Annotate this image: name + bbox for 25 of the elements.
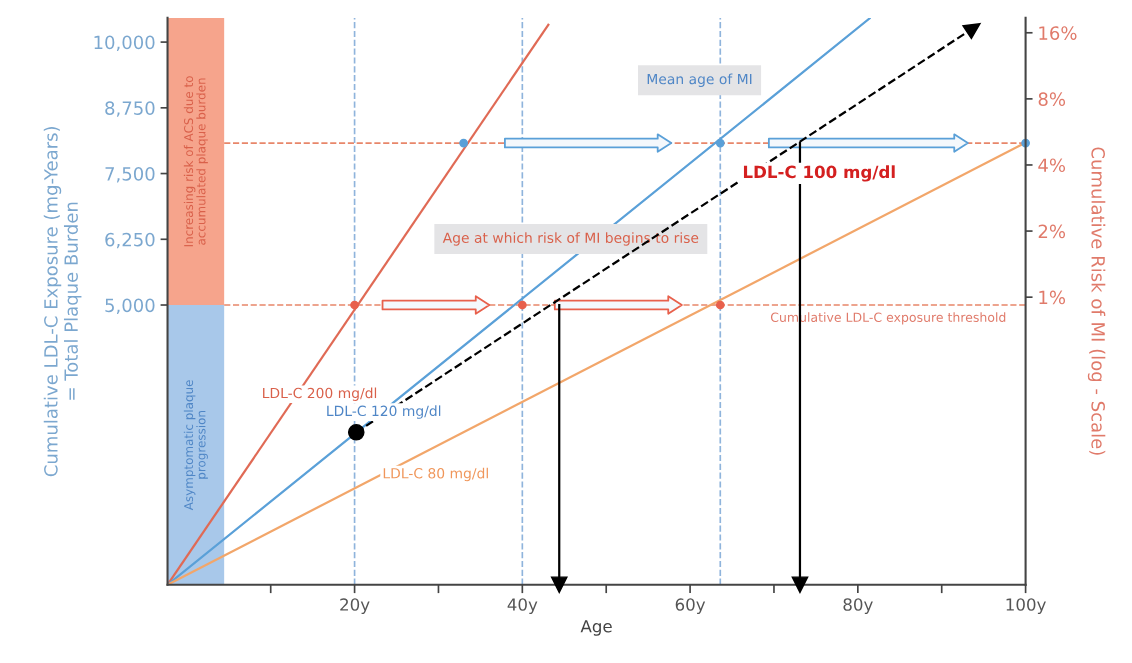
y-axis-title: Cumulative LDL-C Exposure (mg-Years) = Total Plaque Burden (43, 126, 82, 477)
x-tick-label: 40y (507, 598, 538, 615)
y-tick-label: 8,750 (105, 101, 155, 117)
y-tick-label: 7,500 (105, 167, 155, 183)
y-tick-label: 6,250 (105, 232, 155, 249)
annotation: Mean age of MI (647, 73, 752, 87)
series-label: LDL-C 200 mg/dl (263, 387, 377, 401)
x-tick-label: 20y (340, 598, 370, 615)
y2-tick-label: 8% (1038, 92, 1066, 106)
x-tick-label: 60y (675, 598, 706, 615)
y2-tick-label: 2% (1038, 224, 1066, 239)
y2-tick-label: 1% (1039, 290, 1066, 305)
y-tick-label: 5,000 (105, 298, 155, 314)
y2-tick-label: 4% (1038, 158, 1066, 173)
y2-tick-label: 16% (1039, 26, 1077, 40)
band-label: Asymptomatic plaque progression (183, 380, 208, 511)
x-tick-label: 100y (1006, 598, 1046, 615)
y-tick-label: 10,000 (94, 35, 155, 52)
x-axis-title: Age (580, 620, 612, 636)
series-label: LDL-C 120 mg/dl (327, 405, 441, 419)
y2-axis-title: Cumulative Risk of MI (log - Scale) (1087, 147, 1106, 455)
series-label: LDL-C 80 mg/dl (383, 467, 488, 482)
x-tick-label: 80y (843, 598, 873, 615)
band-label: Increasing risk of ACS due to accumulated plaque burden (183, 76, 208, 247)
series-label: LDL-C 100 mg/dl (743, 165, 895, 182)
